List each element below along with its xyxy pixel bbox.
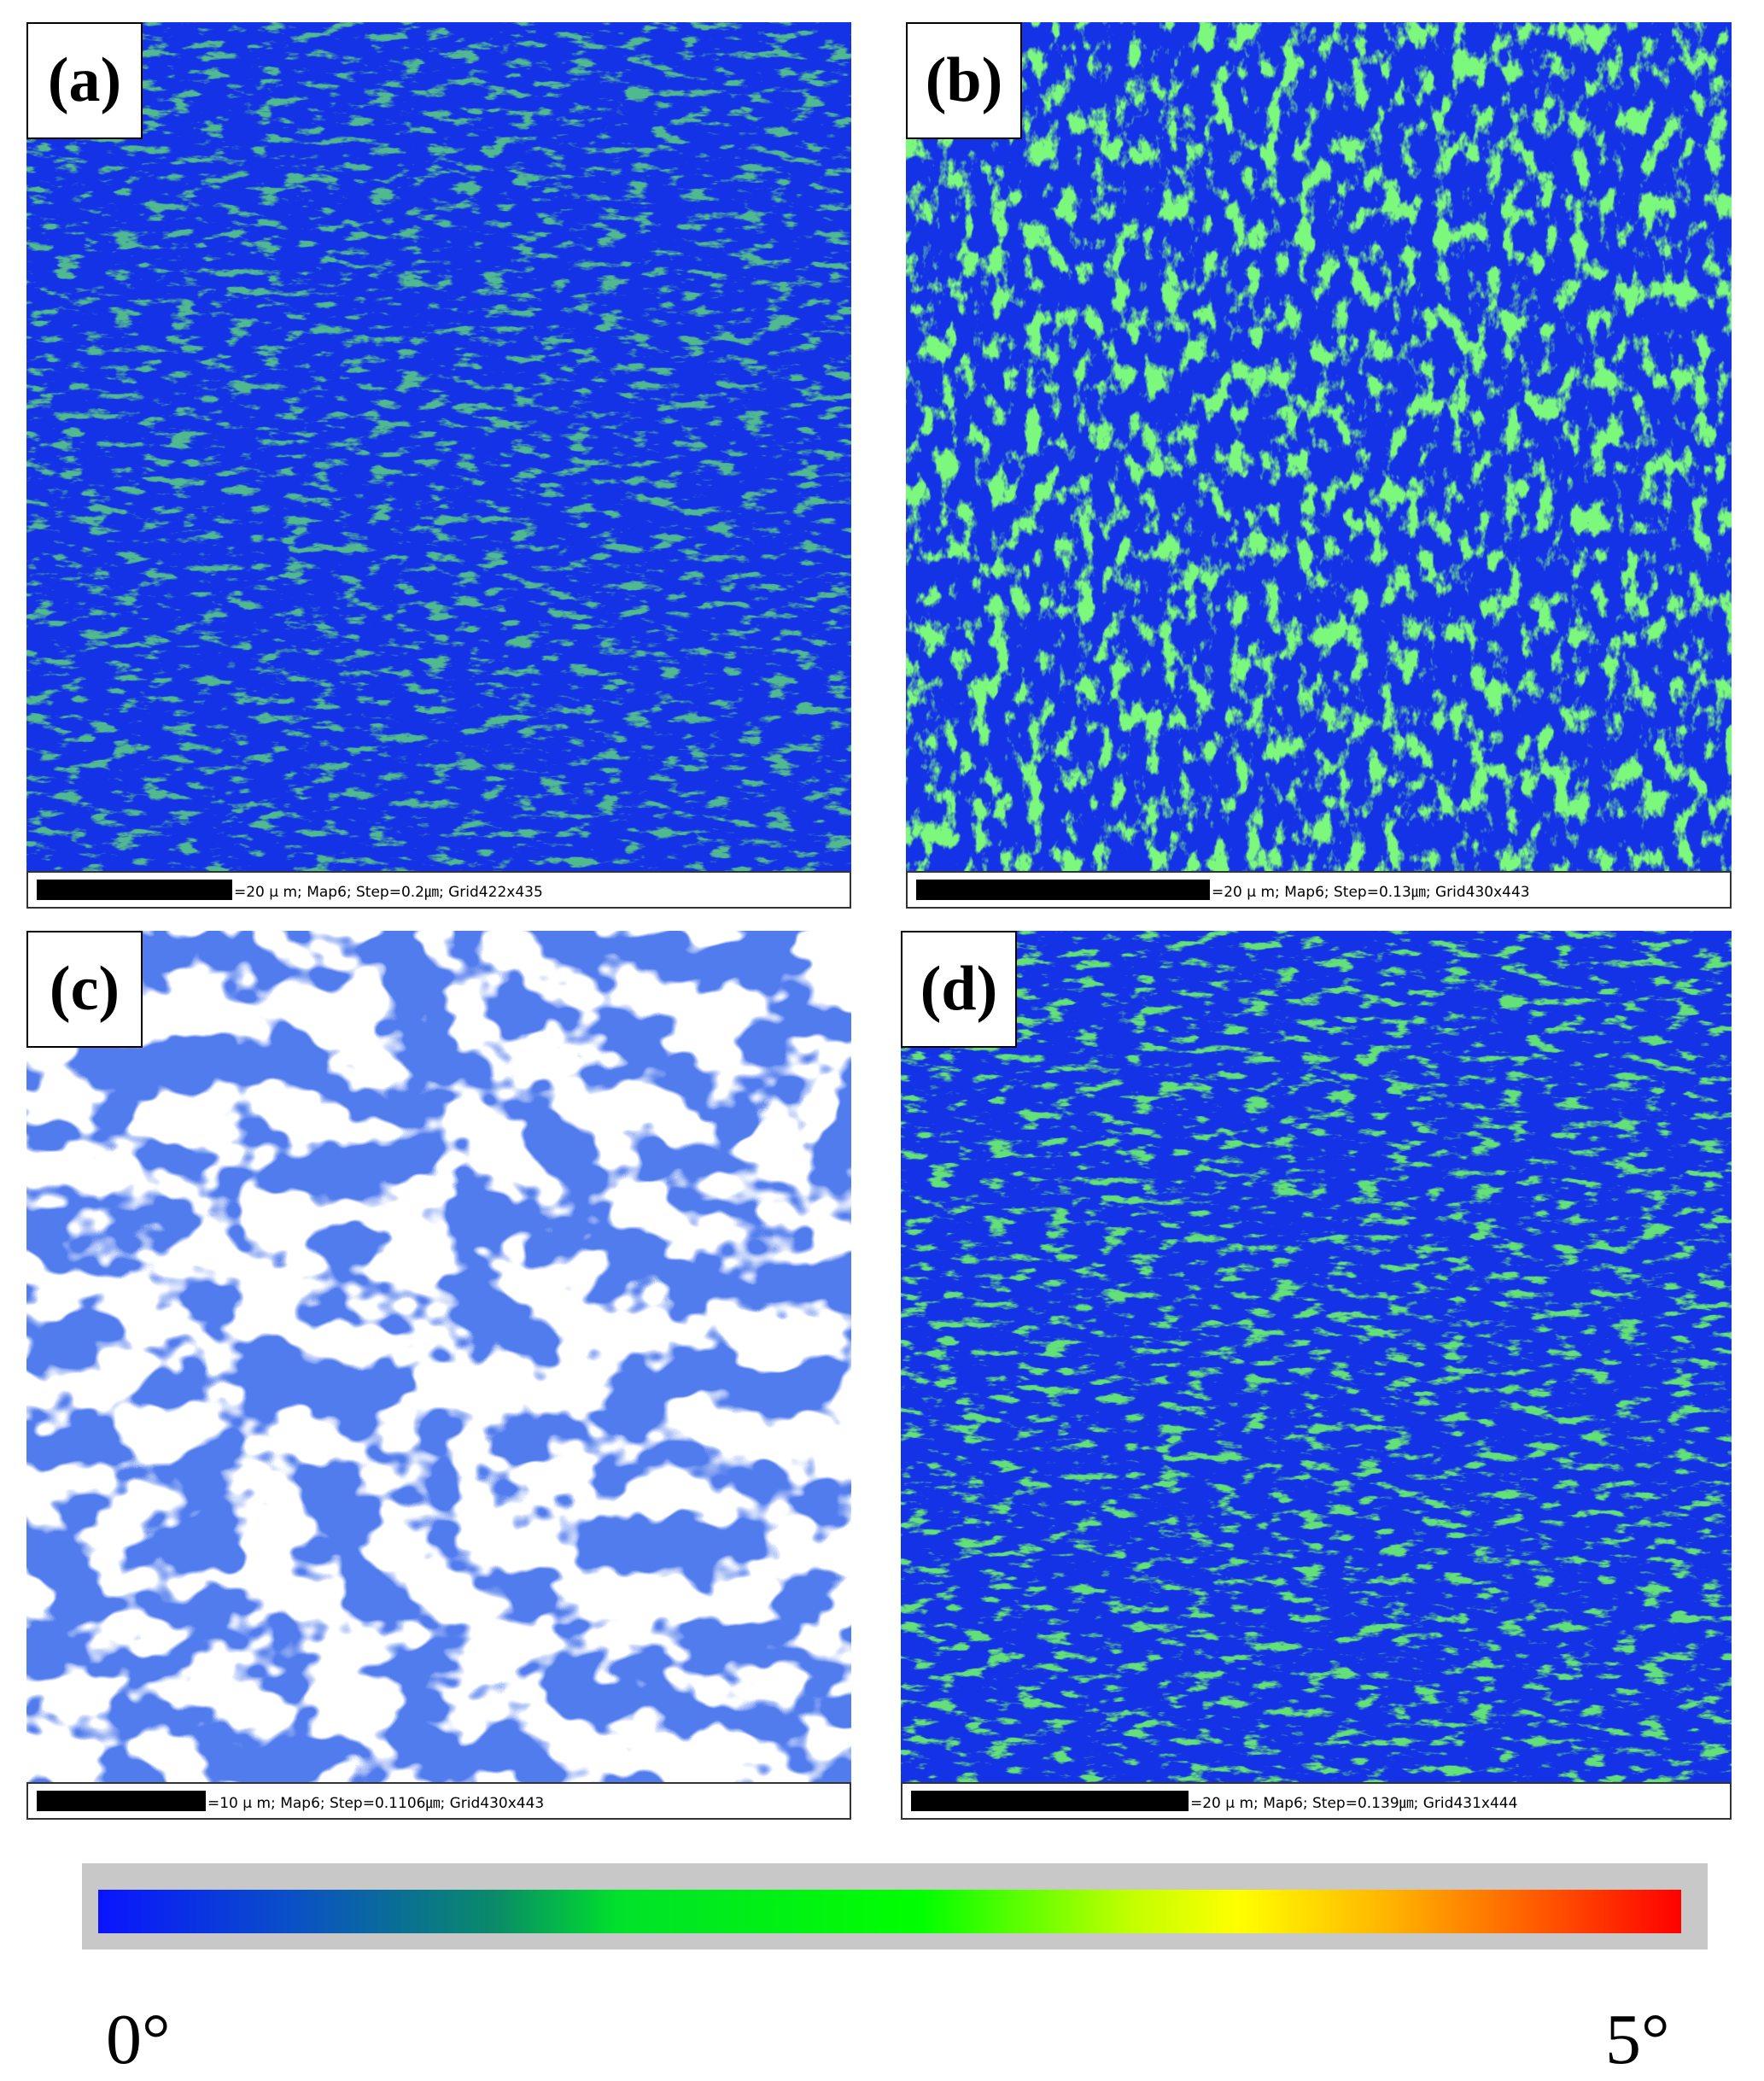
panel-label: (c)	[26, 931, 143, 1048]
map	[26, 22, 851, 871]
colorbar-gradient	[98, 1890, 1681, 1933]
panel-label: (a)	[26, 22, 143, 139]
map-image	[26, 22, 851, 871]
colorbar	[82, 1863, 1708, 1949]
scale-caption: =10 μ m; Map6; Step=0.1106㎛; Grid430x443	[26, 1782, 851, 1820]
map-image	[26, 931, 851, 1782]
map	[906, 22, 1732, 871]
colorbar-min-label: 0°	[106, 2000, 171, 2079]
map-image	[901, 931, 1732, 1782]
scale-bar	[37, 1791, 206, 1811]
map-image	[906, 22, 1732, 871]
scale-bar	[37, 880, 232, 900]
caption-text: =10 μ m; Map6; Step=0.1106㎛; Grid430x443	[207, 1794, 545, 1812]
scale-caption: =20 μ m; Map6; Step=0.139㎛; Grid431x444	[901, 1782, 1732, 1820]
panel-label: (d)	[901, 931, 1017, 1048]
map	[26, 931, 851, 1782]
colorbar-max-label: 5°	[1605, 2000, 1670, 2079]
caption-text: =20 μ m; Map6; Step=0.2㎛; Grid422x435	[234, 883, 543, 901]
scale-caption: =20 μ m; Map6; Step=0.2㎛; Grid422x435	[26, 871, 851, 909]
map	[901, 931, 1732, 1782]
caption-text: =20 μ m; Map6; Step=0.13㎛; Grid430x443	[1212, 883, 1530, 901]
panel-label: (b)	[906, 22, 1022, 139]
scale-bar	[911, 1791, 1189, 1811]
caption-text: =20 μ m; Map6; Step=0.139㎛; Grid431x444	[1190, 1794, 1518, 1812]
scale-caption: =20 μ m; Map6; Step=0.13㎛; Grid430x443	[906, 871, 1732, 909]
scale-bar	[916, 880, 1210, 900]
